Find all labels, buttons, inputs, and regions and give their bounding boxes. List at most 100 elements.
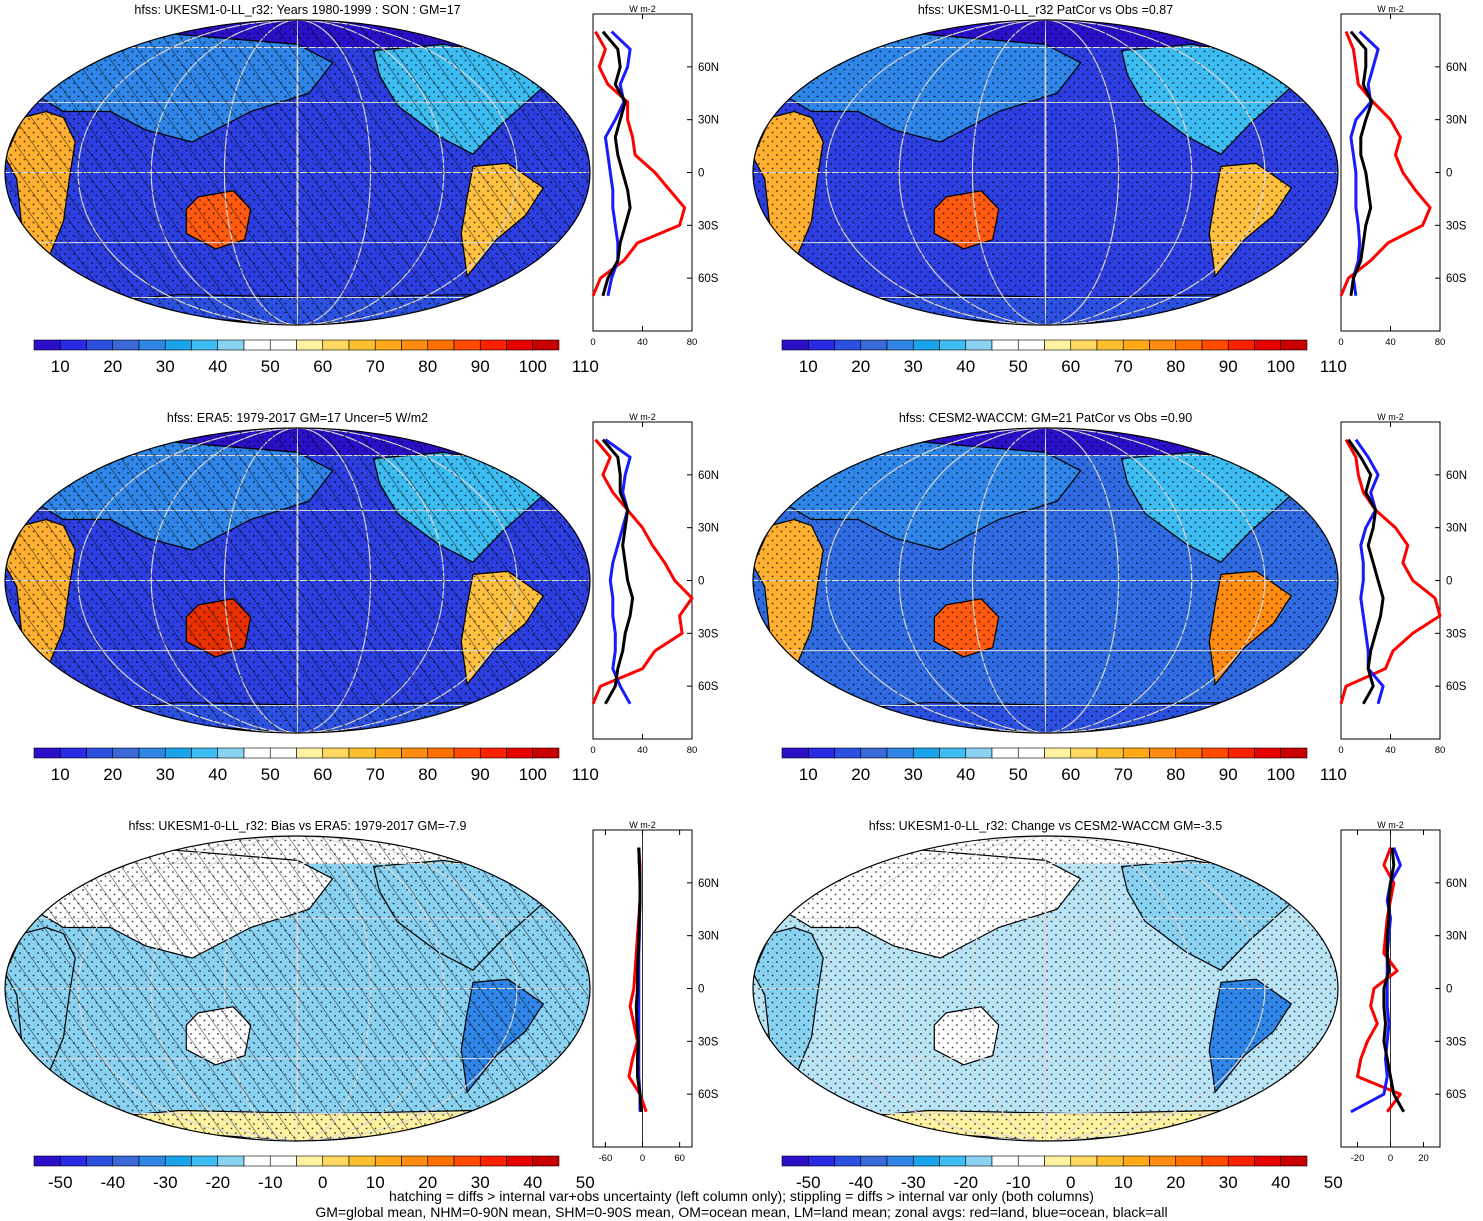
colorbar-tick-label: 110 [572,765,599,784]
colorbar-cell [965,1155,993,1167]
map-border [752,19,1339,326]
colorbar-cell [33,339,61,351]
colorbar-tick-label: 50 [261,357,280,376]
zonal-profile: 60N 30N 0 30S 60S 0 40 80 W m-2 [590,412,719,756]
colorbar-cell [164,1155,192,1167]
lat-tick-label: 30N [698,115,719,127]
map-border [752,835,1339,1142]
stippling-overlay [753,20,1338,325]
colorbar-tick-label: 10 [51,357,70,376]
colorbar-tick-label: -20 [205,1173,230,1192]
colorbar-cell [401,339,429,351]
panel-p2: hfss: UKESM1-0-LL_r32 PatCor vs Obs =0.8… [752,3,1467,376]
zonal-profile: 60N 30N 0 30S 60S 0 40 80 W m-2 [1338,412,1467,756]
colorbar-tick-label: 60 [313,765,332,784]
stippling-overlay [753,428,1338,733]
colorbar-cell [427,1155,455,1167]
colorbar-cell [991,1155,1019,1167]
colorbar-tick-label: 40 [208,357,227,376]
hatching-overlay [5,20,590,325]
colorbar-cell [1096,747,1124,759]
colorbar-cell [217,747,245,759]
panel-p4: hfss: CESM2-WACCM: GM=21 PatCor vs Obs =… [752,411,1467,784]
colorbar-tick-label: 30 [1219,1173,1238,1192]
lat-tick-label: 60S [1446,273,1467,285]
lat-tick-label: 60S [698,681,719,693]
colorbar-cell [506,1155,534,1167]
colorbar-tick-label: 30 [156,357,175,376]
colorbar-tick-label: 20 [1166,1173,1185,1192]
colorbar-cell [479,339,507,351]
colorbar-cell [59,747,87,759]
lat-tick-label: 60N [1446,470,1467,482]
colorbar-tick-label: -20 [953,1173,978,1192]
colorbar-cell [217,339,245,351]
colorbar-cell [860,747,888,759]
colorbar-cell [912,747,940,759]
colorbar-cell [322,747,350,759]
map-area [5,836,590,1141]
colorbar-cell [427,747,455,759]
lat-tick-label: 0 [1446,984,1452,996]
colorbar-cell [860,1155,888,1167]
lat-tick-label: 60N [698,62,719,74]
colorbar-cell [269,339,297,351]
lat-tick-label: 60N [698,878,719,890]
lat-tick-label: 30N [1446,931,1467,943]
colorbar-cell [1227,339,1255,351]
colorbar-cell [453,1155,481,1167]
lat-tick-label: 0 [698,576,704,588]
profile-frame [592,421,693,740]
colorbar-tick-label: 0 [318,1173,327,1192]
colorbar-cell [860,339,888,351]
colorbar-cell [1175,1155,1203,1167]
colorbar-tick-label: 90 [471,357,490,376]
colorbar-tick-label: 20 [418,1173,437,1192]
colorbar-cell [1254,339,1282,351]
colorbar-tick-label: 0 [1066,1173,1075,1192]
colorbar-tick-label: 110 [1320,765,1347,784]
colorbar-cell [1122,1155,1150,1167]
colorbar-cell [1122,747,1150,759]
colorbar-cell [834,1155,862,1167]
profile-line-ocean [604,438,632,705]
colorbar-cell [112,1155,140,1167]
lat-tick-label: 30N [698,523,719,535]
profile-line-all [601,30,632,297]
colorbar-tick-label: -40 [848,1173,873,1192]
x-tick-label: -20 [1351,1153,1365,1164]
profile-unit-label: W m-2 [1377,412,1404,422]
colorbar-tick-label: 70 [1114,765,1133,784]
colorbar-cell [781,339,809,351]
lat-tick-label: 30N [1446,115,1467,127]
map-area [5,428,590,733]
colorbar-cell [86,747,114,759]
colorbar-tick-label: 100 [1267,357,1295,376]
profile-unit-label: W m-2 [629,412,656,422]
stippling-overlay [753,836,1338,1141]
lat-tick-label: 60N [698,470,719,482]
colorbar-tick-label: 20 [103,357,122,376]
colorbar-cell [243,339,271,351]
colorbar-cell [427,339,455,351]
colorbar-cell [506,339,534,351]
x-tick-label: 80 [1435,337,1446,348]
x-tick-label: 20 [1418,1153,1429,1164]
x-tick-label: 0 [1338,337,1343,348]
colorbar-cell [965,339,993,351]
lat-tick-label: 60S [698,1089,719,1101]
colorbar-cell [296,747,324,759]
x-tick-label: 0 [1388,1153,1393,1164]
colorbar-tick-label: 10 [1114,1173,1133,1192]
colorbar-tick-label: 100 [519,357,547,376]
map-area [5,20,590,325]
colorbar-cell [243,1155,271,1167]
colorbar-cell [1201,1155,1229,1167]
x-tick-label: 80 [687,745,698,756]
colorbar-cell [1044,339,1072,351]
lat-tick-label: 30S [698,628,719,640]
colorbar-tick-label: 10 [799,357,818,376]
colorbar-cell [453,747,481,759]
colorbar-tick-label: -10 [1006,1173,1031,1192]
colorbar: 10 20 30 40 50 60 70 80 90 100 110 [781,747,1347,784]
